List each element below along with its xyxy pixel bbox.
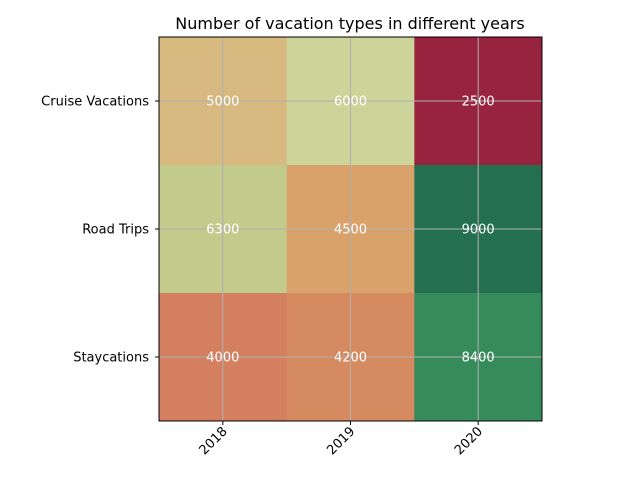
x-tick-label: 2018 (197, 424, 231, 458)
x-axis: 2018 2019 2020 (197, 421, 486, 458)
chart-title: Number of vacation types in different ye… (175, 14, 524, 33)
cell-value-label: 4500 (334, 223, 367, 238)
plot-frame (158, 36, 543, 422)
cell-value-label: 4000 (206, 351, 239, 366)
cell-value-label: 5000 (206, 95, 239, 110)
cell-labels: 5000 6000 2500 6300 4500 9000 4000 4200 8400 (206, 95, 494, 366)
x-tick-label: 2020 (452, 424, 486, 458)
y-axis: Cruise Vacations Road Trips Staycations (41, 95, 159, 366)
cell-value-label: 6000 (334, 95, 367, 110)
x-tick-label: 2019 (324, 424, 358, 458)
cell-value-label: 6300 (206, 223, 239, 238)
cell-value-label: 2500 (462, 95, 495, 110)
y-tick-label: Road Trips (82, 223, 149, 238)
cell-value-label: 4200 (334, 351, 367, 366)
gridlines (159, 37, 542, 421)
cell-value-label: 8400 (462, 351, 495, 366)
y-tick-label: Staycations (73, 351, 149, 366)
y-tick-label: Cruise Vacations (41, 95, 149, 110)
cell-value-label: 9000 (462, 223, 495, 238)
